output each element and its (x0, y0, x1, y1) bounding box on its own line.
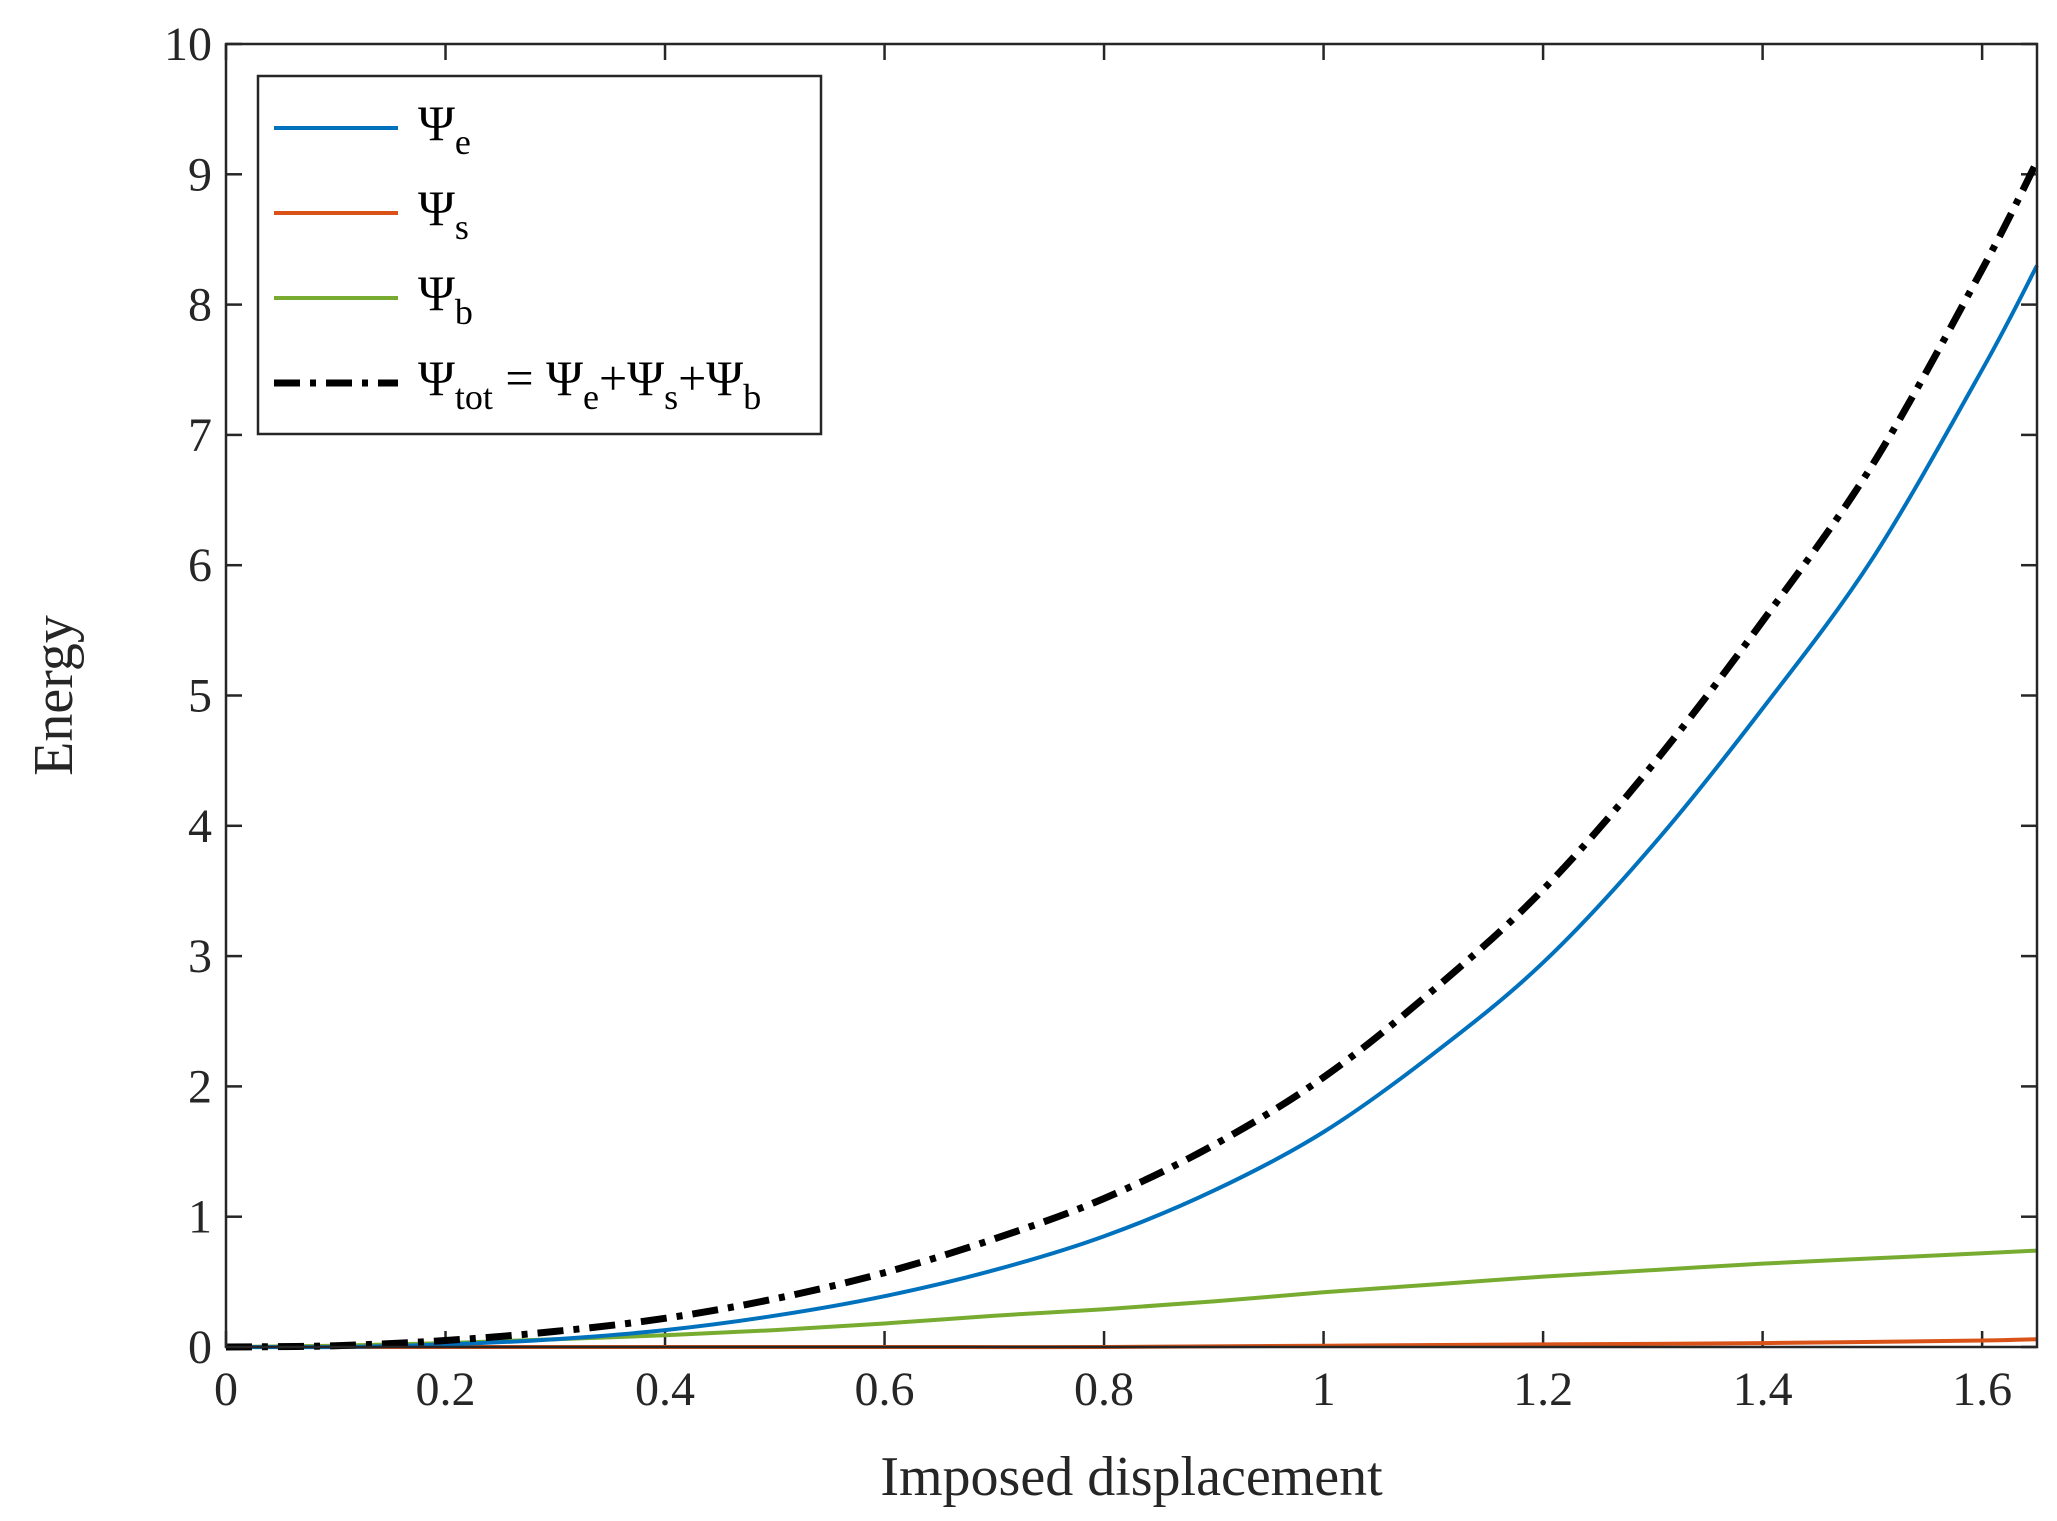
x-tick-label: 1.2 (1513, 1363, 1573, 1416)
series-line-0 (225, 264, 2039, 1350)
x-tick-label: 0.4 (635, 1363, 695, 1416)
x-tick-label: 0.6 (855, 1363, 915, 1416)
y-tick-label: 6 (188, 539, 212, 592)
y-tick-label: 1 (188, 1191, 212, 1244)
legend-symbol: Ψ (418, 180, 455, 236)
legend-symbol: Ψ (706, 350, 743, 406)
legend-subscript: tot (455, 377, 493, 417)
tick-group: 0 0.2 0.4 0.6 0.8 1 1.2 1.4 1.6 0 1 2 3 4 5 6 7 8 9 10 (164, 18, 2037, 1416)
y-axis-label: Energy (23, 615, 85, 776)
legend-symbol: Ψ (418, 95, 455, 151)
legend-label-psi-tot: Ψtot = Ψe+Ψs+Ψb (418, 350, 761, 417)
y-tick-label: 8 (188, 279, 212, 332)
y-tick-label: 9 (188, 148, 212, 201)
legend-subscript: s (455, 207, 469, 247)
legend-symbol: Ψ (627, 350, 664, 406)
x-tick-label: 0 (214, 1363, 238, 1416)
axes-box (224, 42, 2039, 1349)
legend-box (256, 74, 823, 436)
x-tick-label: 1.6 (1952, 1363, 2012, 1416)
legend-label-psi-e: Ψe (418, 95, 471, 162)
y-tick-label: 10 (164, 18, 212, 71)
y-tick-label: 7 (188, 409, 212, 462)
legend-subscript: b (743, 377, 761, 417)
legend-symbol: Ψ (546, 350, 583, 406)
y-tick-label: 5 (188, 670, 212, 723)
legend-subscript: b (455, 292, 473, 332)
legend-label-psi-s: Ψs (418, 180, 469, 247)
y-tick-label: 0 (188, 1321, 212, 1374)
x-tick-label: 0.8 (1074, 1363, 1134, 1416)
legend: Ψe Ψs Ψb Ψtot = Ψe+Ψs+Ψb (256, 74, 823, 436)
legend-subscript: s (664, 377, 678, 417)
x-axis-label: Imposed displacement (880, 1446, 1383, 1508)
x-tick-label: 1 (1312, 1363, 1336, 1416)
y-tick-label: 2 (188, 1060, 212, 1113)
legend-label-psi-b: Ψb (418, 265, 473, 332)
legend-symbol: Ψ (418, 350, 455, 406)
legend-plus: + (678, 350, 706, 406)
x-tick-label: 1.4 (1733, 1363, 1793, 1416)
legend-plus: + (599, 350, 627, 406)
legend-subscript: e (583, 377, 599, 417)
legend-symbol: Ψ (418, 265, 455, 321)
series-line-3 (225, 159, 2041, 1351)
legend-equals: = (493, 350, 546, 406)
x-tick-label: 0.2 (416, 1363, 476, 1416)
y-tick-label: 4 (188, 800, 212, 853)
y-tick-label: 3 (188, 930, 212, 983)
legend-subscript: e (455, 122, 471, 162)
